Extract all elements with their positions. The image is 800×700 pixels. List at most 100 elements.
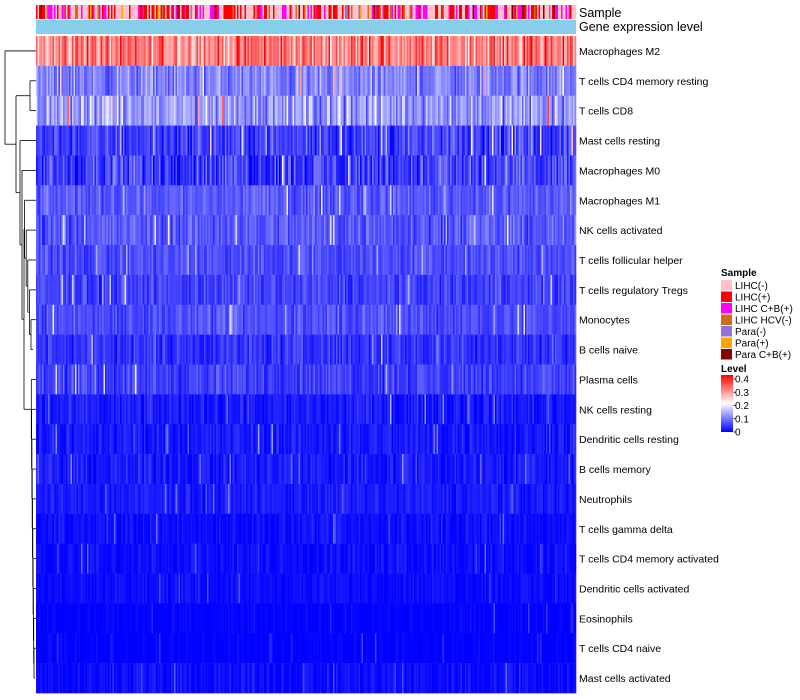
heatmap-cell	[160, 65, 163, 97]
heatmap-cell	[217, 185, 220, 216]
heatmap-cell	[366, 304, 368, 335]
heatmap-cell	[414, 245, 416, 276]
heatmap-cell	[318, 125, 320, 156]
heatmap-cell	[211, 125, 214, 156]
sample-annotation-cell	[432, 5, 434, 19]
heatmap-cell	[274, 274, 277, 306]
heatmap-cell	[135, 274, 137, 306]
heatmap-cell	[457, 155, 460, 186]
heatmap-cell	[142, 334, 145, 365]
heatmap-cell	[189, 125, 191, 156]
heatmap-cell	[223, 155, 226, 186]
heatmap-cell	[37, 65, 40, 97]
heatmap-cell	[223, 274, 226, 306]
heatmap-cell	[550, 95, 553, 126]
heatmap-cell	[402, 274, 404, 306]
heatmap-cell	[67, 304, 70, 335]
heatmap-cell	[297, 334, 299, 365]
heatmap-cell	[216, 304, 218, 335]
heatmap-cell	[561, 125, 563, 156]
heatmap-cell	[168, 36, 170, 67]
heatmap-cell	[538, 125, 541, 156]
heatmap-cell	[94, 215, 97, 246]
heatmap-cell	[547, 364, 550, 395]
heatmap-cell	[396, 155, 398, 186]
heatmap-cell	[331, 125, 334, 156]
heatmap-cell	[268, 215, 271, 246]
heatmap-cell	[441, 95, 443, 126]
heatmap-cell	[306, 215, 308, 246]
heatmap-cell	[289, 125, 292, 156]
heatmap-cell	[109, 125, 112, 156]
heatmap-cell	[541, 185, 544, 216]
heatmap-cell	[421, 245, 424, 276]
heatmap-cell	[169, 36, 172, 67]
heatmap-cell	[367, 36, 370, 67]
heatmap-cell	[94, 394, 97, 425]
heatmap-cell	[496, 125, 499, 156]
heatmap-cell	[126, 364, 128, 395]
heatmap-cell	[361, 155, 364, 186]
heatmap-cell	[361, 304, 364, 335]
heatmap-cell	[312, 245, 314, 276]
heatmap-cell	[220, 215, 223, 246]
heatmap-cell	[37, 125, 40, 156]
heatmap-cell	[60, 125, 62, 156]
heatmap-cell	[73, 364, 76, 395]
heatmap-cell	[300, 36, 302, 67]
sample-annotation-cell	[283, 5, 286, 19]
heatmap-cell	[126, 394, 128, 425]
heatmap-cell	[160, 36, 163, 67]
heatmap-cell	[321, 65, 323, 97]
heatmap-cell	[253, 245, 256, 276]
heatmap-cell	[523, 65, 526, 97]
sample-annotation-cell	[97, 5, 100, 19]
heatmap-cell	[376, 364, 379, 395]
heatmap-cell	[73, 304, 76, 335]
heatmap-cell	[204, 274, 206, 306]
heatmap-cell	[343, 125, 346, 156]
heatmap-cell	[330, 36, 332, 67]
heatmap-cell	[199, 334, 202, 365]
heatmap-cell	[358, 95, 361, 126]
heatmap-cell	[129, 334, 131, 365]
sample-annotation-cell	[166, 5, 169, 19]
heatmap-cell	[126, 155, 128, 186]
heatmap-cell	[573, 364, 575, 395]
heatmap-cell	[381, 125, 383, 156]
heatmap-cell	[82, 334, 85, 365]
heatmap-cell	[168, 334, 170, 365]
heatmap-cell	[259, 245, 262, 276]
sample-annotation-cell	[51, 5, 53, 19]
heatmap-cell	[153, 65, 155, 97]
heatmap-cell	[310, 95, 313, 126]
heatmap-cell	[531, 334, 533, 365]
heatmap-cell	[177, 65, 179, 97]
heatmap-cell	[253, 95, 256, 126]
heatmap-cell	[130, 334, 133, 365]
heatmap-cell	[372, 274, 374, 306]
heatmap-cell	[135, 95, 137, 126]
heatmap-cell	[550, 304, 553, 335]
heatmap-cell	[510, 155, 512, 186]
sample-annotation-cell	[171, 5, 173, 19]
heatmap-cell	[145, 274, 148, 306]
heatmap-cell	[210, 215, 212, 246]
heatmap-cell	[258, 364, 260, 395]
heatmap-cell	[508, 274, 511, 306]
heatmap-cell	[453, 125, 455, 156]
heatmap-cell	[352, 334, 355, 365]
heatmap-cell	[109, 65, 112, 97]
heatmap-cell	[292, 185, 295, 216]
heatmap-cell	[279, 245, 281, 276]
heatmap-cell	[505, 36, 508, 67]
sample-annotation-cell	[402, 5, 404, 19]
heatmap-cell	[411, 36, 413, 67]
heatmap-cell	[93, 65, 95, 97]
heatmap-cell	[415, 245, 418, 276]
heatmap-cell	[151, 215, 154, 246]
heatmap-cell	[61, 95, 64, 126]
heatmap-cell	[445, 125, 448, 156]
heatmap-cell	[399, 36, 401, 67]
heatmap-cell	[393, 95, 395, 126]
